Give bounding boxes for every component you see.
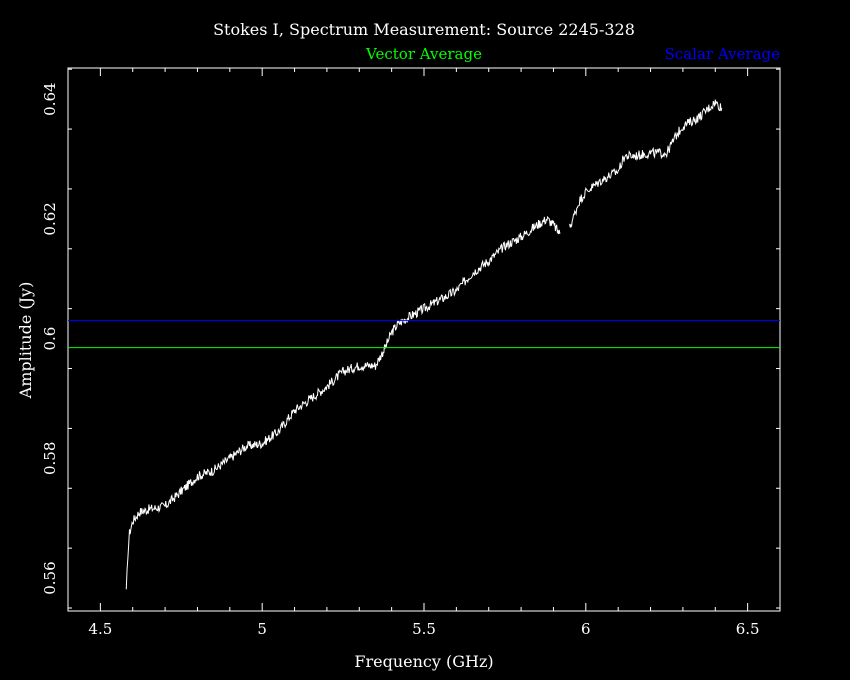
axis-ticks xyxy=(67,68,781,611)
x-tick-label: 5 xyxy=(257,620,267,638)
x-tick-label: 6 xyxy=(581,620,591,638)
series-layer xyxy=(68,99,780,590)
y-axis-label: Amplitude (Jy) xyxy=(16,282,35,400)
spectrum-trace-segment-2 xyxy=(569,99,723,228)
axis-tick-labels: 4.5 5 5.5 6 6.5 0.56 0.58 0.6 0.62 0.64 xyxy=(41,82,760,638)
y-tick-label: 0.64 xyxy=(41,82,59,115)
legend-vector-average: Vector Average xyxy=(365,45,482,63)
y-tick-label: 0.6 xyxy=(41,327,59,351)
y-tick-label: 0.56 xyxy=(41,561,59,594)
legend-scalar-average: Scalar Average xyxy=(665,45,781,63)
spectrum-trace-segment-1 xyxy=(125,215,561,590)
x-axis-label: Frequency (GHz) xyxy=(354,652,493,671)
x-tick-label: 6.5 xyxy=(736,620,760,638)
y-tick-label: 0.62 xyxy=(41,202,59,235)
x-tick-label: 4.5 xyxy=(88,620,112,638)
y-tick-label: 0.58 xyxy=(41,442,59,475)
chart-title: Stokes I, Spectrum Measurement: Source 2… xyxy=(213,20,635,39)
x-tick-label: 5.5 xyxy=(412,620,436,638)
